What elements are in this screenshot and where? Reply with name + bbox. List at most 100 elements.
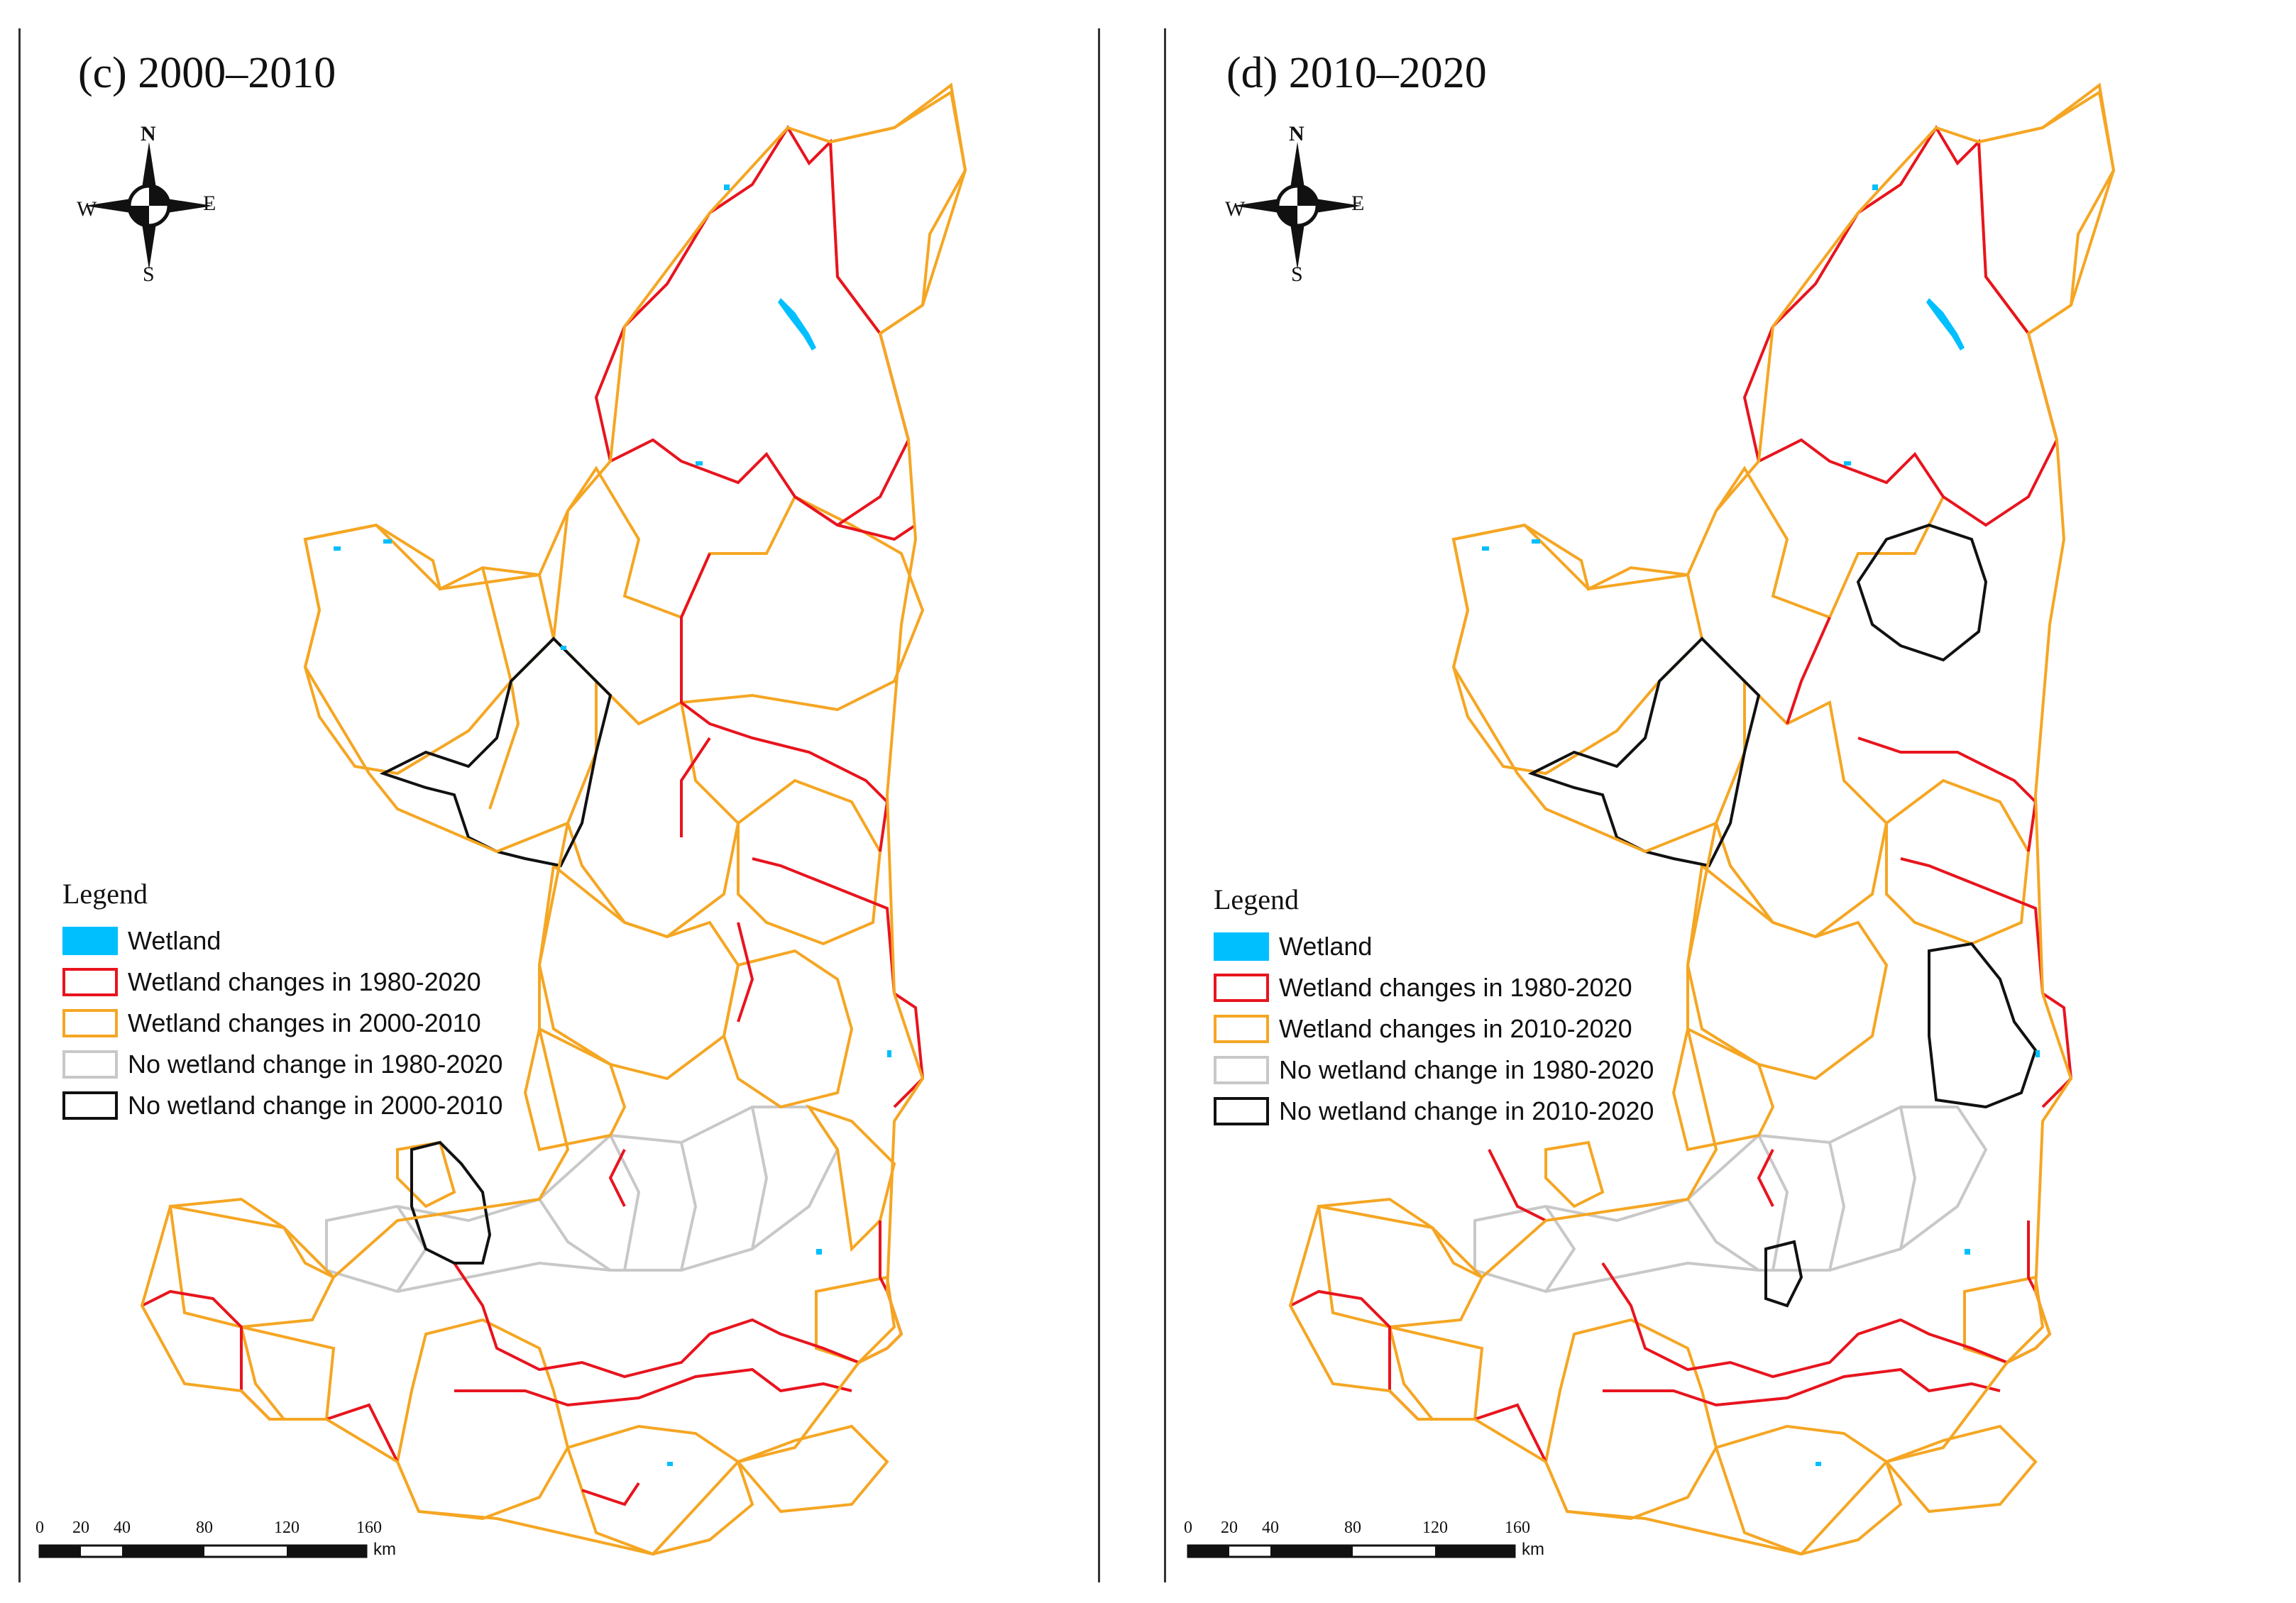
county-outline bbox=[680, 737, 711, 837]
county-outline bbox=[1828, 1142, 1846, 1271]
scale-unit-label: km bbox=[1522, 1540, 1544, 1559]
county-outline bbox=[410, 1140, 492, 1265]
wetland-patch bbox=[724, 184, 730, 190]
county-outline bbox=[325, 1106, 840, 1294]
legend-rows: Wetland Wetland changes in 1980-2020 Wetla… bbox=[1214, 926, 1654, 1132]
county-outline bbox=[1544, 1318, 1718, 1521]
scale-tick-label: 120 bbox=[274, 1519, 300, 1537]
scale-tick-label: 0 bbox=[35, 1519, 44, 1537]
county-outline bbox=[594, 125, 911, 527]
county-outline bbox=[1742, 125, 2059, 527]
no-change-period-counties bbox=[1527, 523, 2038, 1308]
change-1980-2020-counties bbox=[141, 125, 925, 1506]
legend-label: Wetland bbox=[128, 926, 221, 955]
county-outline bbox=[722, 949, 854, 1109]
county-outline bbox=[1977, 89, 2116, 336]
county-outline bbox=[481, 567, 520, 810]
legend-label: No wetland change in 2000-2010 bbox=[128, 1091, 503, 1120]
scale-bar bbox=[1187, 1544, 1516, 1558]
wetland-patch bbox=[1816, 1462, 1821, 1466]
legend-item: No wetland change in 2000-2010 bbox=[62, 1085, 502, 1126]
county-outline bbox=[1963, 1275, 2045, 1365]
compass-south-label: S bbox=[1291, 263, 1303, 286]
legend-item: No wetland change in 1980-2020 bbox=[62, 1044, 502, 1085]
province-boundary bbox=[140, 82, 967, 1556]
county-outline bbox=[1671, 1027, 1775, 1152]
wetland-patch bbox=[2036, 1050, 2040, 1057]
county-outline bbox=[793, 495, 917, 541]
county-outline bbox=[1786, 617, 1831, 725]
county-outline bbox=[815, 1275, 896, 1365]
county-outline bbox=[454, 1367, 852, 1407]
scale-tick-label: 20 bbox=[1221, 1519, 1238, 1537]
province-map bbox=[38, 82, 967, 1558]
no-change-1980-2020-counties bbox=[325, 1106, 840, 1294]
legend-swatch bbox=[62, 1091, 118, 1120]
legend-swatch bbox=[62, 927, 118, 955]
period-change-counties bbox=[1317, 89, 2116, 1556]
legend-item: Wetland changes in 1980-2020 bbox=[1214, 967, 1654, 1008]
legend-item: Wetland changes in 2010-2020 bbox=[1214, 1008, 1654, 1050]
scale-tick-label: 20 bbox=[72, 1519, 89, 1537]
county-outline bbox=[395, 1318, 570, 1521]
wetland-patch bbox=[1926, 298, 1965, 351]
legend-swatch bbox=[1214, 932, 1269, 961]
compass-east-label: E bbox=[1351, 192, 1365, 215]
county-outline bbox=[523, 1027, 627, 1152]
legend-label: Wetland changes in 2000-2010 bbox=[128, 1008, 481, 1037]
legend-rows: Wetland Wetland changes in 1980-2020 Wetla… bbox=[62, 920, 502, 1126]
compass-west-label: W bbox=[77, 197, 97, 221]
county-outline bbox=[751, 1106, 769, 1250]
county-outline bbox=[828, 89, 967, 336]
county-outline bbox=[752, 857, 925, 1108]
legend-swatch bbox=[1214, 974, 1269, 1002]
panel-border-left bbox=[1164, 28, 1166, 1582]
county-outline bbox=[608, 1149, 626, 1207]
map-legend: Legend Wetland Wetland changes in 1980-20… bbox=[62, 877, 502, 1126]
county-outline bbox=[1451, 523, 1704, 776]
legend-label: Wetland changes in 1980-2020 bbox=[1279, 973, 1632, 1002]
wetland-patch bbox=[696, 461, 703, 466]
county-outline bbox=[168, 1197, 336, 1329]
county-outline bbox=[1899, 1106, 1917, 1250]
legend-swatch bbox=[62, 968, 118, 996]
county-outline bbox=[538, 1198, 612, 1272]
legend-item: No wetland change in 1980-2020 bbox=[1214, 1050, 1654, 1091]
province-map bbox=[1187, 82, 2116, 1558]
county-outline bbox=[1764, 1240, 1803, 1308]
county-outline bbox=[1686, 863, 1889, 1081]
panel-border-left bbox=[18, 28, 21, 1582]
scale-tick-label: 160 bbox=[356, 1519, 382, 1537]
county-outline bbox=[1928, 942, 2038, 1109]
map-panel-d: (d) 2010–2020 bbox=[1148, 0, 2296, 1603]
compass-icon bbox=[1234, 142, 1361, 270]
compass-west-label: W bbox=[1225, 197, 1246, 221]
county-outline bbox=[566, 678, 740, 939]
wetland-patch bbox=[1844, 461, 1851, 466]
scale-tick-label: 80 bbox=[196, 1519, 213, 1537]
county-outline bbox=[1473, 1106, 1988, 1294]
county-outline bbox=[537, 863, 740, 1081]
scale-tick-label: 40 bbox=[1262, 1519, 1279, 1537]
county-outline bbox=[1757, 1149, 1774, 1207]
county-outline bbox=[581, 1482, 640, 1506]
county-outline bbox=[566, 1424, 754, 1556]
county-outline bbox=[1715, 466, 1945, 619]
legend-swatch bbox=[62, 1050, 118, 1079]
county-outline bbox=[303, 523, 556, 776]
no-change-period-counties bbox=[379, 637, 613, 1265]
county-outline bbox=[1544, 1140, 1605, 1208]
county-outline bbox=[1488, 1149, 1547, 1222]
county-outline bbox=[1714, 1424, 1903, 1556]
map-legend: Legend Wetland Wetland changes in 1980-20… bbox=[1214, 883, 1654, 1132]
map-panel-c: (c) 2000–2010 bbox=[18, 28, 1100, 1582]
county-outline bbox=[453, 1262, 888, 1379]
county-outline bbox=[1603, 1367, 2001, 1407]
county-outline bbox=[737, 922, 754, 1023]
wetland-patch bbox=[561, 646, 566, 650]
compass-east-label: E bbox=[203, 192, 216, 215]
legend-item: Wetland bbox=[62, 920, 502, 962]
legend-heading: Legend bbox=[1214, 883, 1299, 915]
legend-label: No wetland change in 1980-2020 bbox=[1279, 1055, 1654, 1084]
province-boundary bbox=[1288, 82, 2116, 1556]
